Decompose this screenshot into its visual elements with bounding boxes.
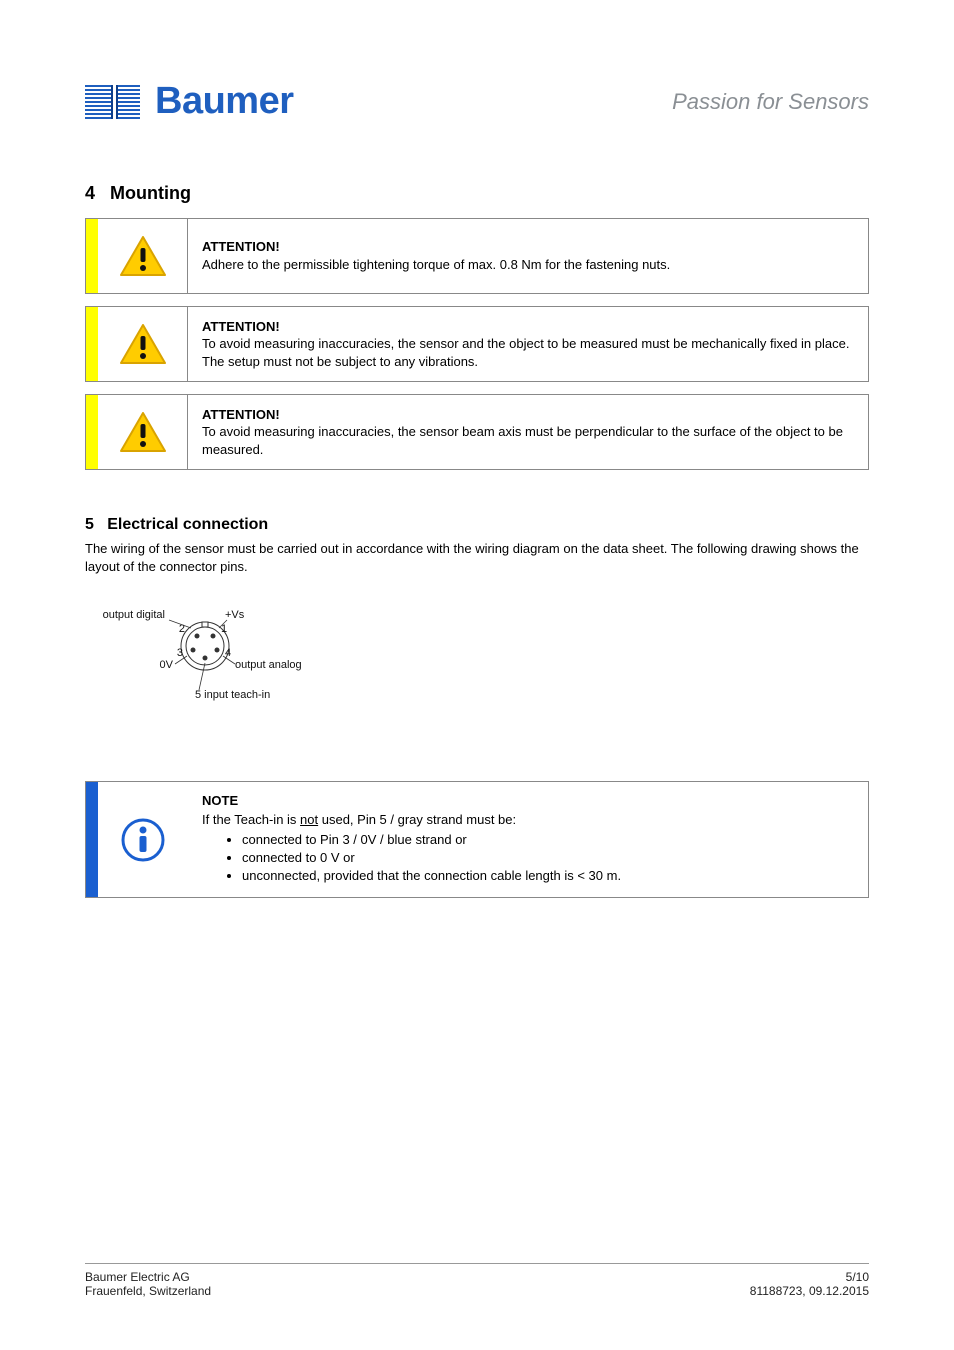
section-5-body: The wiring of the sensor must be carried…: [85, 540, 869, 576]
warning-body: ATTENTION! Adhere to the permissible tigh…: [188, 219, 684, 293]
brand-name: Baumer: [155, 80, 294, 123]
warning-body: ATTENTION! To avoid measuring inaccuracie…: [188, 395, 868, 469]
warning-callout: ATTENTION! To avoid measuring inaccuracie…: [85, 306, 869, 382]
warning-title: ATTENTION!: [202, 239, 280, 254]
warning-icon-cell: [98, 395, 188, 469]
warning-accent-bar: [86, 307, 98, 381]
section-4-number: 4: [85, 183, 95, 203]
note-intro-2: used, Pin 5 / gray strand must be:: [318, 812, 516, 827]
warning-accent-bar: [86, 219, 98, 293]
warning-icon-cell: [98, 307, 188, 381]
note-bullet: connected to Pin 3 / 0V / blue strand or: [242, 831, 621, 849]
footer-right: 5/10 81188723, 09.12.2015: [750, 1270, 869, 1298]
footer-company: Baumer Electric AG: [85, 1270, 211, 1284]
warning-icon-cell: [98, 219, 188, 293]
tagline: Passion for Sensors: [672, 89, 869, 115]
note-bullet: connected to 0 V or: [242, 849, 621, 867]
pin-num-4: 4: [225, 647, 231, 659]
logo-stripes-icon: [85, 85, 145, 119]
warning-title: ATTENTION!: [202, 407, 280, 422]
warnings-list: ATTENTION! Adhere to the permissible tigh…: [85, 218, 869, 470]
footer-page: 5/10: [750, 1270, 869, 1284]
warning-text: To avoid measuring inaccuracies, the sen…: [202, 424, 843, 457]
connector-pin-diagram: 1 2 3 4 +Vs output digital 0V output ana…: [95, 598, 315, 718]
warning-title: ATTENTION!: [202, 319, 280, 334]
info-icon: [121, 818, 165, 862]
warning-text: To avoid measuring inaccuracies, the sen…: [202, 336, 849, 369]
note-body: NOTE If the Teach-in is not used, Pin 5 …: [188, 782, 635, 897]
warning-accent-bar: [86, 395, 98, 469]
pin-label-vs: +Vs: [225, 609, 245, 621]
note-bullet-list: connected to Pin 3 / 0V / blue strand or…: [242, 831, 621, 886]
pin-label-teach: 5 input teach-in: [195, 689, 270, 701]
section-5-title: 5 Electrical connection: [85, 516, 869, 534]
warning-callout: ATTENTION! To avoid measuring inaccuracie…: [85, 394, 869, 470]
note-intro-underlined: not: [300, 812, 318, 827]
footer-date: 09.12.2015: [809, 1284, 869, 1298]
pin-num-3: 3: [177, 647, 183, 659]
pin-label-digital: output digital: [103, 609, 165, 621]
note-title: NOTE: [202, 793, 238, 808]
footer-address: Frauenfeld, Switzerland: [85, 1284, 211, 1298]
page: Baumer Passion for Sensors 4 Mounting AT…: [0, 0, 954, 1350]
note-callout: NOTE If the Teach-in is not used, Pin 5 …: [85, 781, 869, 898]
note-bullet: unconnected, provided that the connectio…: [242, 867, 621, 885]
note-icon-cell: [98, 782, 188, 897]
note-accent-bar: [86, 782, 98, 897]
footer-doc-id: 81188723: [750, 1284, 803, 1298]
note-intro-1: If the Teach-in is: [202, 812, 300, 827]
page-footer: Baumer Electric AG Frauenfeld, Switzerla…: [85, 1263, 869, 1298]
footer-left: Baumer Electric AG Frauenfeld, Switzerla…: [85, 1270, 211, 1298]
section-4-label: Mounting: [110, 183, 191, 203]
page-header: Baumer Passion for Sensors: [85, 80, 869, 123]
section-4-title: 4 Mounting: [85, 183, 869, 204]
section-5-number: 5: [85, 516, 94, 533]
warning-icon: [119, 235, 167, 277]
warning-icon: [119, 411, 167, 453]
warning-icon: [119, 323, 167, 365]
warning-text: Adhere to the permissible tightening tor…: [202, 257, 670, 272]
warning-body: ATTENTION! To avoid measuring inaccuracie…: [188, 307, 868, 381]
logo-block: Baumer: [85, 80, 294, 123]
pin-label-0v: 0V: [160, 659, 174, 671]
pin-label-analog: output analog: [235, 659, 302, 671]
warning-callout: ATTENTION! Adhere to the permissible tigh…: [85, 218, 869, 294]
section-5-label: Electrical connection: [107, 516, 268, 533]
